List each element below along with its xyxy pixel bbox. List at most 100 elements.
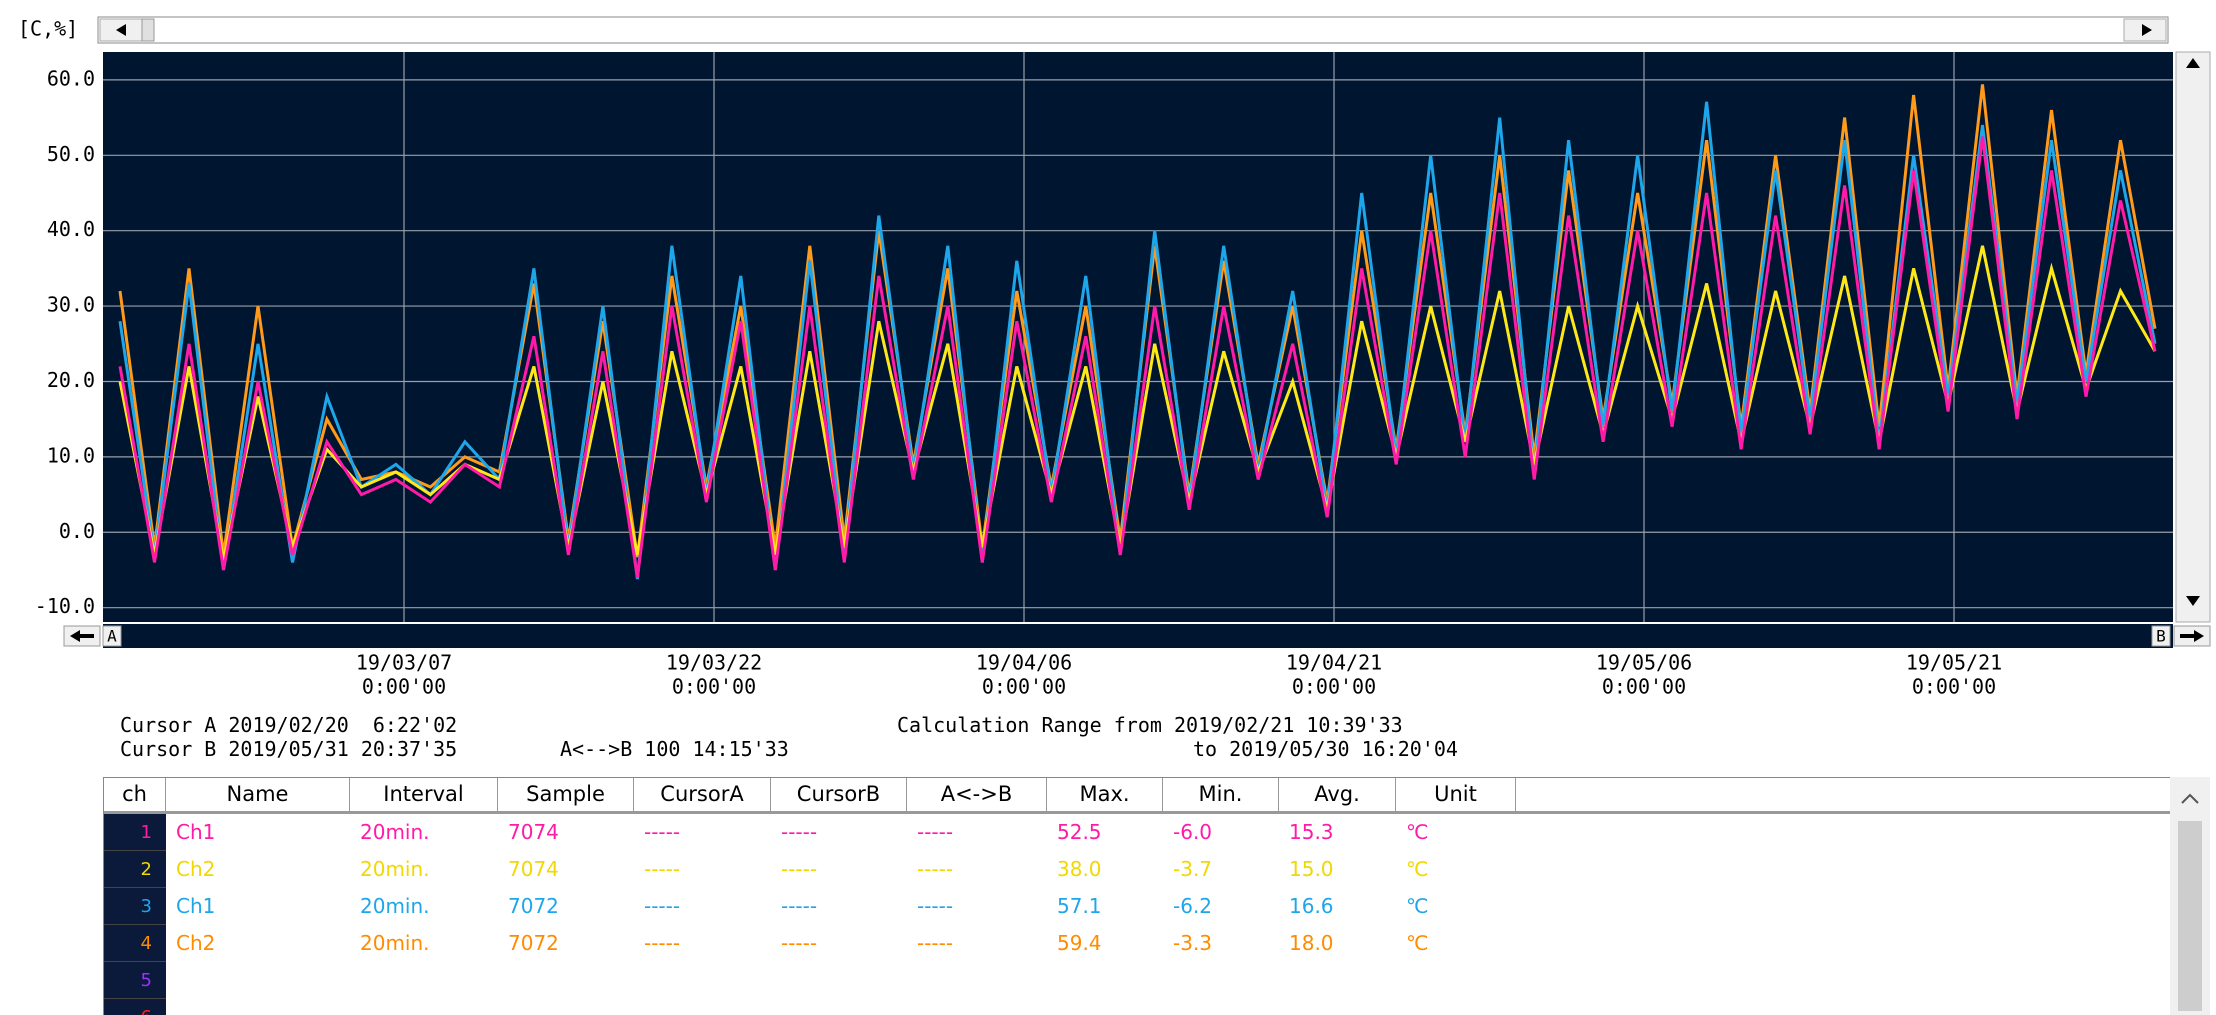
table-cell (771, 962, 907, 999)
calc-range-from: Calculation Range from 2019/02/21 10:39'… (897, 713, 1403, 737)
table-cell (1047, 962, 1163, 999)
series-lines (118, 84, 2157, 580)
ch-cell: 3 (104, 888, 166, 925)
table-cell: 52.5 (1057, 820, 1102, 844)
table-cell (350, 962, 498, 999)
y-tick-label: 40.0 (47, 217, 95, 241)
table-cell: ----- (917, 857, 954, 881)
header-cell: CursorB (771, 778, 907, 811)
x-tick-label: 19/03/22 (666, 651, 762, 675)
table-row: 1 Ch1 20min. 7074 ----- ----- ----- 52.5 -6.0 15.… (104, 814, 2171, 851)
table-row: 4 Ch2 20min. 7072 ----- ----- ----- 59.4 -3.3 18.… (104, 925, 2171, 962)
header-cell: Avg. (1279, 778, 1396, 811)
v-scrollbar[interactable] (2175, 51, 2211, 623)
table-cell (1163, 962, 1279, 999)
table-row: 5 (104, 962, 2171, 999)
table-cell: ℃ (1406, 894, 1429, 918)
table-cell: ----- (781, 894, 818, 918)
calc-range-to: to 2019/05/30 16:20'04 (1193, 737, 1458, 761)
cursor-b-text: Cursor B 2019/05/31 20:37'35 (120, 737, 458, 761)
table-cell: ----- (644, 931, 681, 955)
x-tick-label: 19/03/07 (356, 651, 452, 675)
y-tick-label: 20.0 (47, 368, 95, 392)
table-cell (1396, 962, 1516, 999)
arrow-icon (2180, 630, 2204, 642)
ch-cell: 1 (104, 814, 166, 851)
header-cell: CursorA (634, 778, 771, 811)
table-cell: Ch1 (176, 894, 216, 918)
table-cell: 15.3 (1289, 820, 1334, 844)
table-cell: ℃ (1406, 857, 1429, 881)
x-tick-label: 19/05/06 (1596, 651, 1692, 675)
table-cell (634, 962, 771, 999)
table-row: 2 Ch2 20min. 7074 ----- ----- ----- 38.0 -3.7 15.… (104, 851, 2171, 888)
table-cell: Ch1 (176, 820, 216, 844)
cursor-bar (103, 624, 2173, 648)
cursor-b-handle[interactable] (2151, 625, 2171, 647)
table-cell: -3.3 (1173, 931, 1213, 955)
table-cell (907, 999, 1047, 1015)
table-cell (166, 999, 350, 1015)
arrow-icon (116, 24, 126, 36)
cursor-a-handle[interactable] (102, 625, 122, 647)
scroll-thumb[interactable] (2178, 821, 2202, 1011)
table-cell: 38.0 (1057, 857, 1102, 881)
header-cell: Name (166, 778, 350, 811)
arrow-icon (2186, 58, 2200, 68)
table-row: 3 Ch1 20min. 7072 ----- ----- ----- 57.1 -6.2 16.… (104, 888, 2171, 925)
arrow-icon (70, 630, 94, 642)
table-cell: ----- (781, 820, 818, 844)
ch-cell: 2 (104, 851, 166, 888)
scrollbar-graphic (2178, 793, 2202, 1011)
table-cell (1047, 999, 1163, 1015)
x-tick-label: 0:00'00 (672, 675, 756, 699)
x-tick-label: 0:00'00 (1602, 675, 1686, 699)
table-cell: 7074 (508, 820, 559, 844)
table-cell: 20min. (360, 857, 430, 881)
table-cell: ----- (917, 931, 954, 955)
header-cell: A<->B (907, 778, 1047, 811)
x-tick-label: 0:00'00 (982, 675, 1066, 699)
arrow-icon (2186, 596, 2200, 606)
cursor-b-label: B (2156, 627, 2166, 646)
header-filler (1516, 778, 2171, 811)
table-cell: 57.1 (1057, 894, 1102, 918)
table-cell (350, 999, 498, 1015)
table-cell (771, 999, 907, 1015)
arrow-icon (2142, 24, 2152, 36)
table-cell (634, 999, 771, 1015)
table-cell: -6.0 (1173, 820, 1213, 844)
chart-area: [C,%] A B -10.0 0.0 10.0 20.0 30.0 40.0 50.0 60… (18, 16, 2211, 699)
table-cell: 15.0 (1289, 857, 1334, 881)
cursor-a-label: A (107, 627, 117, 646)
x-tick-label: 19/05/21 (1906, 651, 2002, 675)
series-line (118, 136, 2157, 578)
axis-labels: -10.0 0.0 10.0 20.0 30.0 40.0 50.0 60.0 19/03/07… (35, 66, 2002, 698)
table-cell: -3.7 (1173, 857, 1213, 881)
table-cell: 20min. (360, 820, 430, 844)
table-cell (498, 962, 634, 999)
table-cell: Ch2 (176, 857, 216, 881)
y-tick-label: 30.0 (47, 293, 95, 317)
y-tick-label: 60.0 (47, 66, 95, 90)
h-scrollbar[interactable] (97, 16, 2169, 44)
table-cell (1396, 999, 1516, 1015)
table-cell (166, 962, 350, 999)
plot-area (103, 52, 2173, 622)
x-tick-label: 0:00'00 (362, 675, 446, 699)
scroll-thumb[interactable] (141, 18, 155, 42)
y-tick-label: 10.0 (47, 443, 95, 467)
a-b-text: A<-->B 100 14:15'33 (560, 737, 789, 761)
table-cell: 20min. (360, 931, 430, 955)
table-scrollbar[interactable] (2170, 777, 2210, 1015)
table-cell (1279, 999, 1396, 1015)
table-cell (907, 962, 1047, 999)
table-row: 6 (104, 999, 2171, 1015)
table-cell: ----- (644, 820, 681, 844)
header-cell: Unit (1396, 778, 1516, 811)
series-line (118, 101, 2157, 580)
header-cell: ch (104, 778, 166, 811)
y-tick-label: 0.0 (59, 519, 95, 543)
ch-cell: 6 (104, 999, 166, 1015)
table-cell (1163, 999, 1279, 1015)
